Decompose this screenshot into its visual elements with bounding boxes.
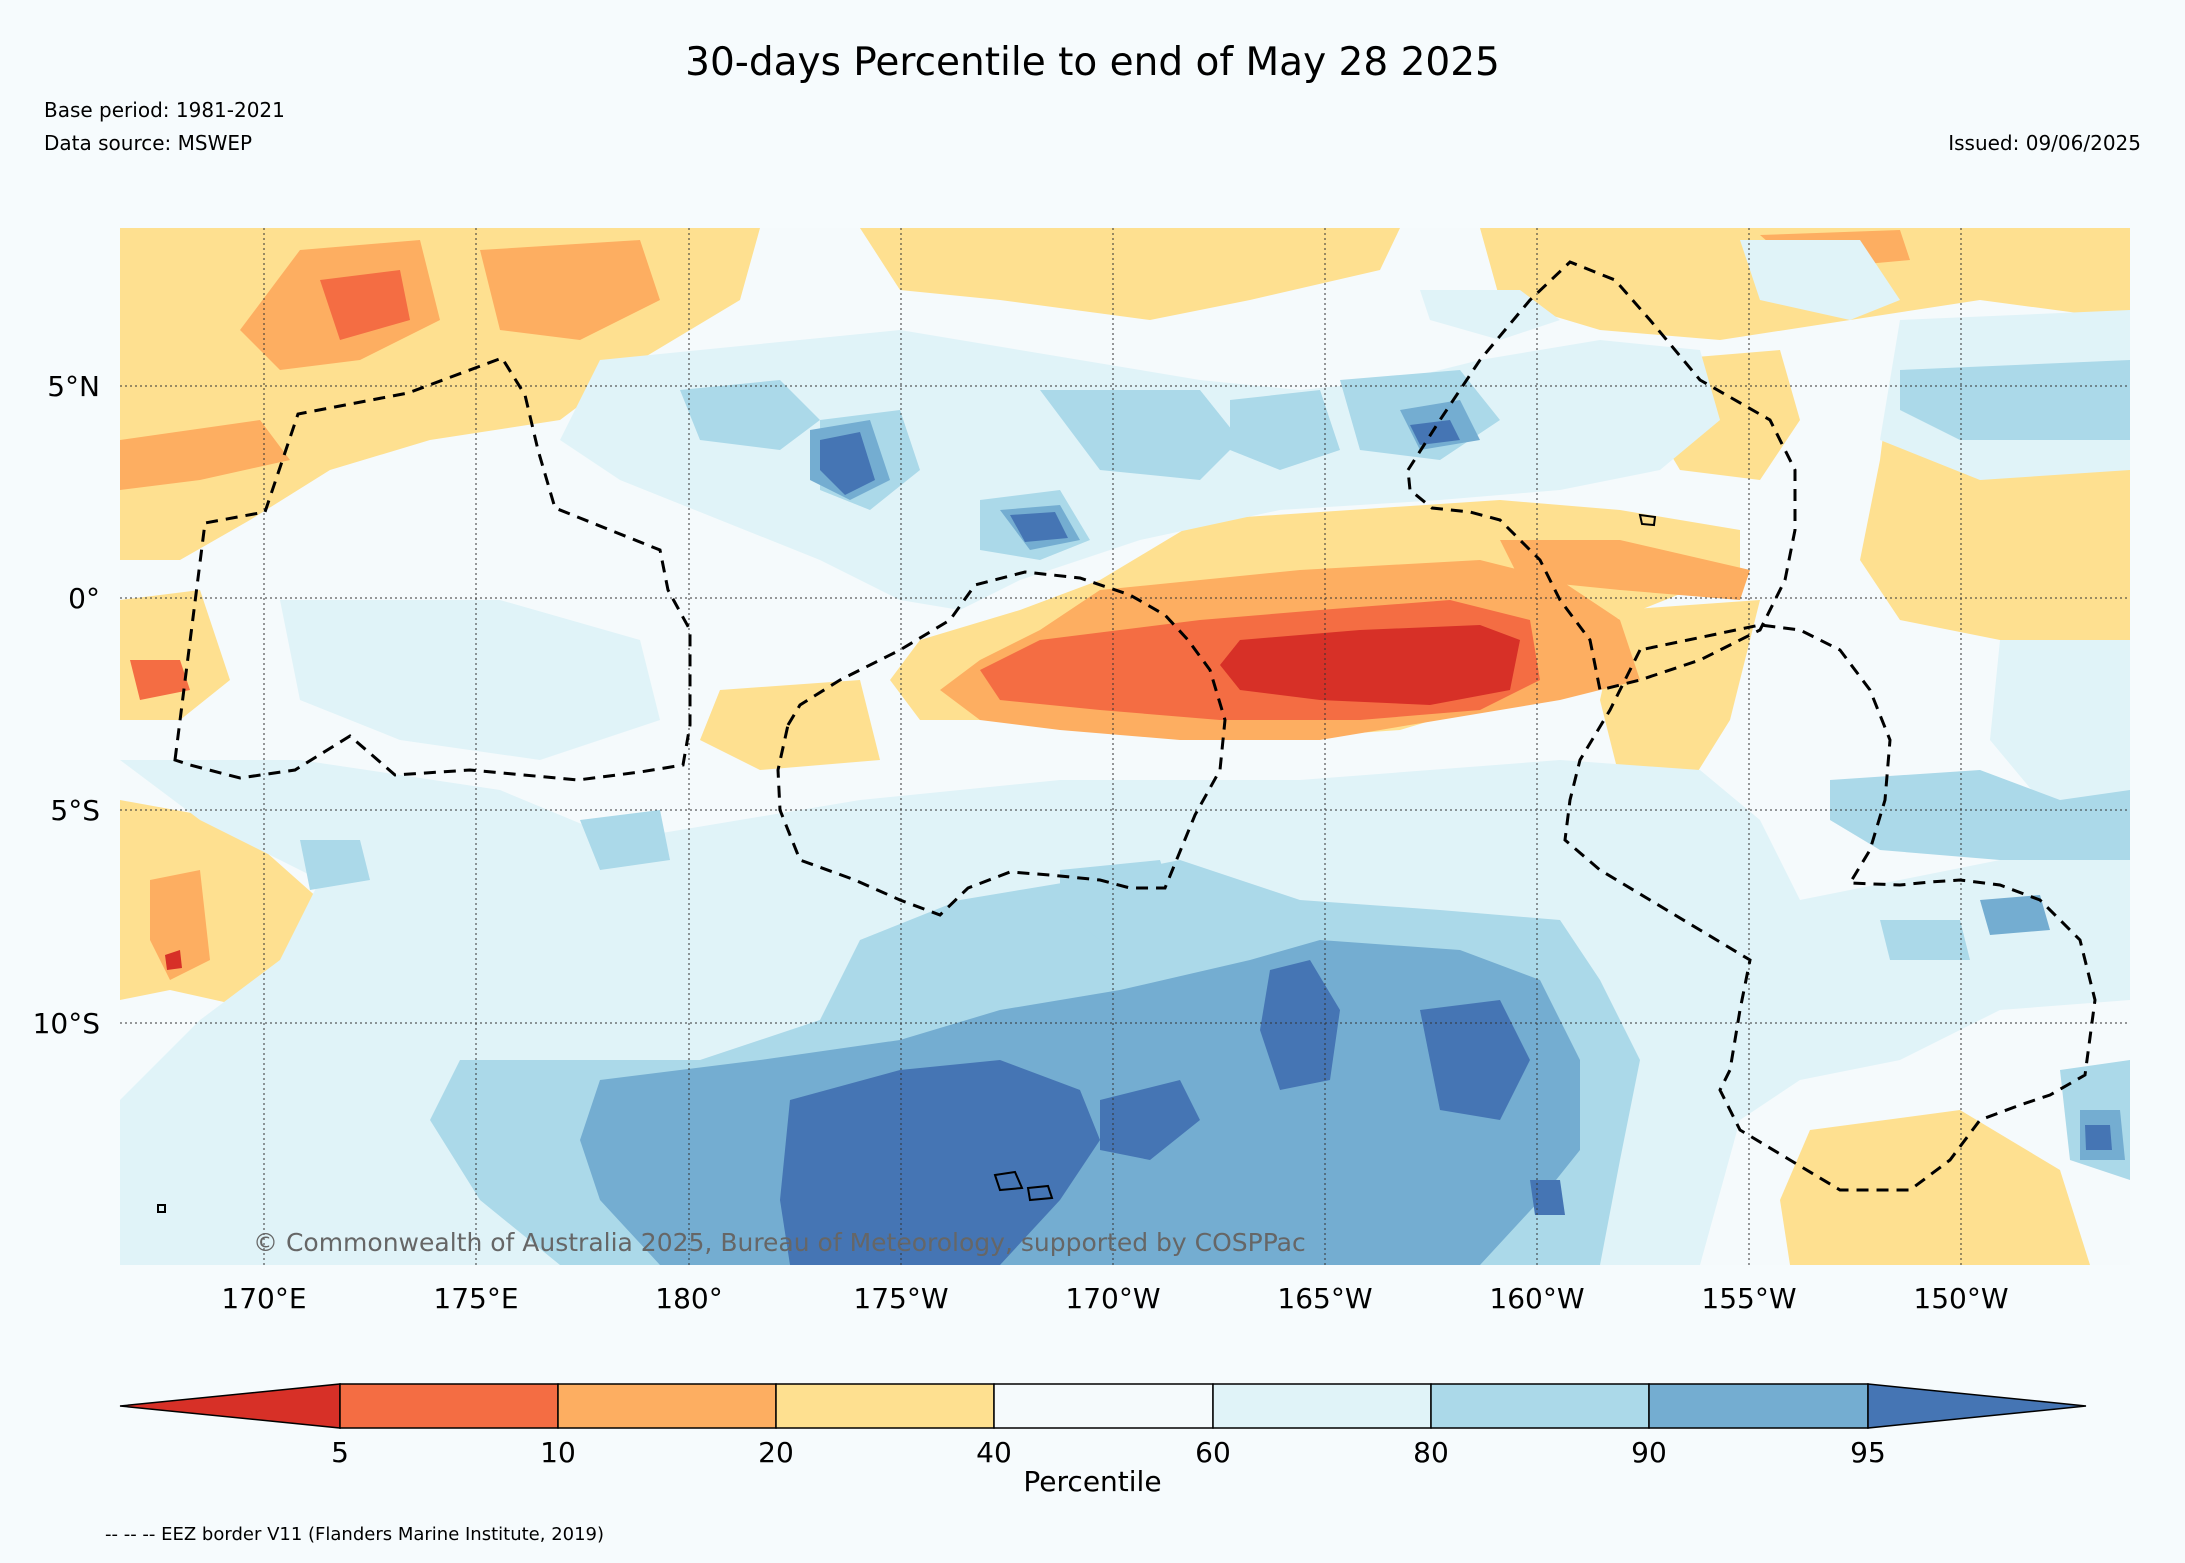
lat-label-10s: 10°S	[33, 1007, 100, 1040]
colorbar-segment-60-80	[1212, 1383, 1432, 1429]
colorbar	[119, 1383, 2087, 1429]
colorbar-segment-above-95	[1867, 1383, 2087, 1429]
lat-label-0: 0°	[68, 582, 100, 615]
colorbar-tick-20: 20	[758, 1436, 794, 1469]
lat-label-5s: 5°S	[50, 794, 100, 827]
map-title: 30-days Percentile to end of May 28 2025	[685, 40, 1500, 85]
graticule	[120, 228, 2130, 1265]
base-period-note: Base period: 1981-2021	[44, 98, 285, 122]
data-source-note: Data source: MSWEP	[44, 131, 253, 155]
lat-label-5n: 5°N	[47, 370, 100, 403]
lon-label-180: 180°	[655, 1282, 722, 1315]
eez-borders	[173, 260, 2097, 1192]
copyright-credit: © Commonwealth of Australia 2025, Bureau…	[253, 1228, 1306, 1257]
issued-date: Issued: 09/06/2025	[1948, 131, 2141, 155]
lon-label-165w: 165°W	[1277, 1282, 1372, 1315]
colorbar-segment-20-40	[775, 1383, 995, 1429]
colorbar-tick-95: 95	[1850, 1436, 1886, 1469]
eez-legend-note: -- -- -- EEZ border V11 (Flanders Marine…	[105, 1524, 605, 1545]
colorbar-tick-5: 5	[331, 1436, 349, 1469]
colorbar-segment-90-95	[1648, 1383, 1869, 1429]
lon-label-170e: 170°E	[221, 1282, 306, 1315]
colorbar-segment-40-60	[993, 1383, 1214, 1429]
red-regions	[165, 625, 1520, 970]
colorbar-tick-40: 40	[976, 1436, 1012, 1469]
colorbar-tick-90: 90	[1631, 1436, 1667, 1469]
lon-label-170w: 170°W	[1065, 1282, 1160, 1315]
lon-label-155w: 155°W	[1701, 1282, 1796, 1315]
colorbar-segment-80-90	[1430, 1383, 1650, 1429]
island-outlines	[157, 513, 1657, 1213]
lon-label-150w: 150°W	[1913, 1282, 2008, 1315]
longitude-labels: 170°E 175°E 180° 175°W 170°W 165°W 160°W…	[221, 1282, 2008, 1315]
lon-label-160w: 160°W	[1489, 1282, 1584, 1315]
map-panel: © Commonwealth of Australia 2025, Bureau…	[120, 228, 2130, 1265]
latitude-labels: 5°N 0° 5°S 10°S	[33, 370, 100, 1040]
colorbar-segment-10-20	[557, 1383, 777, 1429]
colorbar-ticks: 5 10 20 40 60 80 90 95	[331, 1436, 1886, 1469]
colorbar-segment-below-5	[119, 1383, 341, 1429]
colorbar-tick-60: 60	[1195, 1436, 1231, 1469]
lon-label-175w: 175°W	[853, 1282, 948, 1315]
colorbar-tick-80: 80	[1413, 1436, 1449, 1469]
dark-blue-regions	[780, 420, 2112, 1265]
colorbar-label: Percentile	[1023, 1465, 1162, 1498]
colorbar-segment-5-10	[339, 1383, 559, 1429]
lon-label-175e: 175°E	[433, 1282, 518, 1315]
colorbar-tick-10: 10	[540, 1436, 576, 1469]
